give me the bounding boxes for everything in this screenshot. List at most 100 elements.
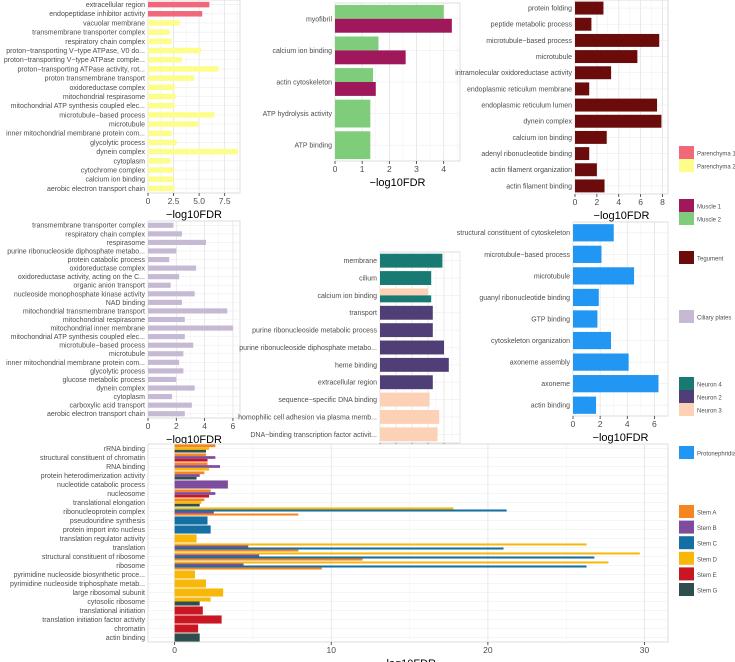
bar: [573, 267, 635, 285]
category-label: translation initiation factor activity: [42, 617, 145, 624]
category-label: GTP binding: [531, 316, 570, 323]
category-label: oxidoreductase activity, acting on the C…: [18, 274, 145, 281]
bar: [174, 492, 216, 495]
bar: [335, 50, 406, 65]
category-label: peptide metabolic process: [491, 22, 573, 29]
legend-label: Stem A: [697, 511, 716, 517]
category-label: transmembrane transporter complex: [32, 223, 145, 230]
bar: [575, 179, 605, 193]
bar: [174, 633, 200, 642]
bar: [174, 565, 587, 568]
x-tick-label: 20: [483, 645, 493, 655]
legend-label: Muscle 1: [697, 205, 722, 211]
category-label: ribonucleoprotein complex: [63, 509, 145, 516]
bar: [148, 29, 170, 35]
bar: [573, 375, 659, 393]
category-label: microtubule−based process: [484, 252, 570, 259]
legend-swatch: [679, 199, 694, 212]
category-label: calcium ion binding: [512, 135, 572, 142]
category-label: translation: [113, 545, 145, 552]
x-tick-label: 2: [387, 164, 392, 174]
bar: [174, 509, 507, 512]
category-label: actin binding: [531, 403, 570, 410]
bar: [174, 501, 202, 504]
chart-panel-5: membrane cilium calcium ion binding transpo…: [238, 251, 461, 471]
category-label: guanyl ribonucleotide binding: [479, 295, 570, 302]
legend-swatch: [679, 403, 694, 416]
bar: [148, 316, 185, 323]
category-label: calcium ion binding: [85, 177, 145, 184]
legend-label: Stem C: [697, 542, 718, 548]
category-label: dynein complex: [96, 385, 145, 392]
bar: [335, 68, 374, 82]
bar: [174, 516, 208, 525]
x-tick-label: 2: [598, 419, 603, 429]
bar: [335, 99, 371, 128]
bar: [148, 222, 174, 228]
category-label: NAD binding: [106, 300, 145, 307]
category-label: ATP binding: [295, 143, 333, 150]
legend-label: Stem G: [697, 589, 718, 595]
x-tick-label: 4: [202, 421, 207, 431]
bar: [174, 588, 224, 597]
x-axis-title: −log10FDR: [380, 658, 436, 662]
category-label: extracellular region: [318, 380, 377, 387]
bar: [148, 66, 219, 72]
x-tick-label: 0: [573, 197, 578, 207]
category-label: large ribosomal subunit: [73, 590, 145, 597]
chart-panel-7: rRNA binding structural constituent of ch…: [10, 443, 669, 662]
bar: [148, 368, 184, 374]
category-label: aerobic electron transport chain: [47, 411, 145, 418]
category-label: purine ribonucleoside diphosphate metabo…: [7, 248, 145, 255]
bar: [575, 147, 590, 161]
category-label: mitochondrial ATP synthesis coupled elec…: [11, 334, 145, 341]
category-label: structural constituent of cytoskeleton: [457, 230, 570, 237]
legend-label: Neuron 4: [697, 383, 722, 389]
bar: [148, 291, 195, 297]
category-label: microtubule: [536, 54, 572, 61]
category-label: endopeptidase inhibitor activity: [49, 11, 145, 18]
category-label: proton−transporting V−type ATPase comple…: [4, 57, 145, 64]
legend-label: Tegument: [697, 257, 724, 263]
legend-swatch: [679, 251, 694, 264]
bar: [174, 545, 249, 548]
bar: [174, 624, 199, 633]
bar: [148, 158, 171, 164]
legend-label: Ciliary plates: [697, 316, 731, 322]
x-tick-label: 8: [660, 197, 665, 207]
category-label: purine ribonucleoside diphosphate metabo…: [239, 345, 377, 352]
bar: [148, 256, 170, 263]
category-label: inner mitochondrial membrane protein com…: [6, 131, 145, 138]
category-label: vacuolar membrane: [83, 20, 145, 27]
bar: [575, 163, 597, 177]
plot-area: [147, 443, 669, 643]
category-label: cytoplasm: [113, 158, 145, 165]
bar: [148, 299, 182, 305]
bar: [174, 462, 208, 466]
bar: [573, 331, 611, 350]
category-label: mitochondrial ATP synthesis coupled elec…: [11, 103, 145, 110]
bar: [575, 82, 590, 96]
category-label: oxidoreductase complex: [70, 266, 146, 273]
bar: [148, 20, 180, 26]
x-tick-label: 3: [414, 164, 419, 174]
category-label: respiratory chain complex: [65, 39, 145, 46]
category-label: cytochrome complex: [81, 167, 146, 174]
category-label: DNA−binding transcription factor activit…: [250, 432, 377, 439]
bar: [174, 561, 609, 564]
bar: [174, 471, 205, 475]
category-label: mitochondrial respirasome: [63, 94, 145, 101]
x-tick-label: 1: [360, 164, 365, 174]
bar: [174, 547, 504, 550]
legend: Parenchyma 1 Parenchyma 2 Muscle 1 Muscle 2…: [679, 146, 735, 596]
bar: [174, 467, 210, 471]
legend-label: Neuron 2: [697, 396, 722, 402]
bar: [174, 449, 206, 453]
legend-swatch: [679, 390, 694, 403]
category-label: carboxylic acid transport: [70, 403, 146, 410]
category-label: actin cytoskeleton: [276, 79, 332, 86]
x-tick-label: 2.5: [168, 196, 180, 206]
bar: [575, 17, 592, 31]
bar: [573, 310, 598, 328]
